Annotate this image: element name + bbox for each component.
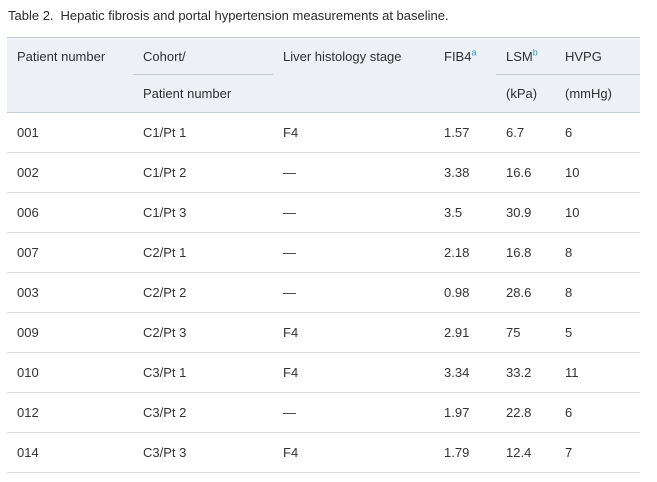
table-header: Patient number Cohort/ Liver histology s… <box>7 37 640 113</box>
cell-lsm: 75 <box>496 312 555 353</box>
cell-patient: 012 <box>7 392 133 433</box>
cell-fib4: 1.57 <box>434 112 496 153</box>
table-row: 007 C2/Pt 1 — 2.18 16.8 8 <box>7 232 640 273</box>
table-row: 009 C2/Pt 3 F4 2.91 75 5 <box>7 312 640 353</box>
cell-patient: 006 <box>7 192 133 233</box>
cell-lsm: 12.4 <box>496 432 555 473</box>
cell-histology: F4 <box>273 312 434 353</box>
cell-histology: — <box>273 192 434 233</box>
table-caption-text: Hepatic fibrosis and portal hypertension… <box>60 8 449 23</box>
cell-histology: — <box>273 232 434 273</box>
cell-lsm: 16.8 <box>496 232 555 273</box>
header-row-1: Patient number Cohort/ Liver histology s… <box>7 37 640 75</box>
header-fib4-label: FIB4 <box>444 48 472 64</box>
cell-cohort: C2/Pt 2 <box>133 272 273 313</box>
table-row: 010 C3/Pt 1 F4 3.34 33.2 11 <box>7 352 640 393</box>
header-empty-1 <box>7 74 133 113</box>
table-body: 001 C1/Pt 1 F4 1.57 6.7 6 002 C1/Pt 2 — … <box>7 112 640 473</box>
cell-hvpg: 8 <box>555 232 640 273</box>
cell-fib4: 3.34 <box>434 352 496 393</box>
header-lsm-unit: (kPa) <box>496 74 555 113</box>
cell-hvpg: 10 <box>555 192 640 233</box>
cell-patient: 002 <box>7 152 133 193</box>
header-lsm: LSMb <box>496 37 555 75</box>
table-row: 002 C1/Pt 2 — 3.38 16.6 10 <box>7 152 640 193</box>
cell-lsm: 33.2 <box>496 352 555 393</box>
header-histology: Liver histology stage <box>273 37 434 75</box>
header-cohort-sub: Patient number <box>133 74 273 113</box>
header-hvpg: HVPG <box>555 37 640 75</box>
cell-cohort: C3/Pt 1 <box>133 352 273 393</box>
cell-lsm: 16.6 <box>496 152 555 193</box>
cell-patient: 010 <box>7 352 133 393</box>
cell-hvpg: 7 <box>555 432 640 473</box>
cell-lsm: 22.8 <box>496 392 555 433</box>
cell-histology: F4 <box>273 112 434 153</box>
cell-patient: 003 <box>7 272 133 313</box>
cell-fib4: 2.18 <box>434 232 496 273</box>
footnote-marker-a: a <box>471 47 477 58</box>
header-patient-number: Patient number <box>7 37 133 75</box>
cell-fib4: 3.38 <box>434 152 496 193</box>
cell-hvpg: 5 <box>555 312 640 353</box>
cell-cohort: C3/Pt 2 <box>133 392 273 433</box>
table-row: 001 C1/Pt 1 F4 1.57 6.7 6 <box>7 112 640 153</box>
footnote-marker-b: b <box>532 47 538 58</box>
table-caption: Table 2. Hepatic fibrosis and portal hype… <box>8 8 657 24</box>
cell-histology: F4 <box>273 432 434 473</box>
cell-hvpg: 11 <box>555 352 640 393</box>
measurements-table: Patient number Cohort/ Liver histology s… <box>7 37 640 473</box>
cell-fib4: 0.98 <box>434 272 496 313</box>
cell-histology: — <box>273 152 434 193</box>
cell-histology: — <box>273 272 434 313</box>
header-lsm-label: LSM <box>506 48 533 64</box>
cell-cohort: C2/Pt 3 <box>133 312 273 353</box>
cell-cohort: C1/Pt 2 <box>133 152 273 193</box>
header-hvpg-unit: (mmHg) <box>555 74 640 113</box>
cell-fib4: 2.91 <box>434 312 496 353</box>
cell-hvpg: 10 <box>555 152 640 193</box>
cell-patient: 014 <box>7 432 133 473</box>
header-cohort: Cohort/ <box>133 37 273 75</box>
cell-hvpg: 6 <box>555 392 640 433</box>
cell-cohort: C3/Pt 3 <box>133 432 273 473</box>
cell-histology: — <box>273 392 434 433</box>
table-row: 014 C3/Pt 3 F4 1.79 12.4 7 <box>7 432 640 473</box>
header-fib4: FIB4a <box>434 37 496 75</box>
table-row: 006 C1/Pt 3 — 3.5 30.9 10 <box>7 192 640 233</box>
cell-patient: 007 <box>7 232 133 273</box>
cell-cohort: C1/Pt 3 <box>133 192 273 233</box>
cell-cohort: C2/Pt 1 <box>133 232 273 273</box>
cell-fib4: 1.79 <box>434 432 496 473</box>
cell-fib4: 1.97 <box>434 392 496 433</box>
cell-lsm: 30.9 <box>496 192 555 233</box>
header-row-2: Patient number (kPa) (mmHg) <box>7 74 640 113</box>
cell-lsm: 28.6 <box>496 272 555 313</box>
cell-patient: 009 <box>7 312 133 353</box>
cell-histology: F4 <box>273 352 434 393</box>
cell-hvpg: 6 <box>555 112 640 153</box>
header-empty-2 <box>273 74 434 113</box>
header-empty-3 <box>434 74 496 113</box>
cell-cohort: C1/Pt 1 <box>133 112 273 153</box>
table-caption-label: Table 2. <box>8 8 54 23</box>
cell-patient: 001 <box>7 112 133 153</box>
table-row: 012 C3/Pt 2 — 1.97 22.8 6 <box>7 392 640 433</box>
cell-fib4: 3.5 <box>434 192 496 233</box>
cell-lsm: 6.7 <box>496 112 555 153</box>
cell-hvpg: 8 <box>555 272 640 313</box>
table-row: 003 C2/Pt 2 — 0.98 28.6 8 <box>7 272 640 313</box>
